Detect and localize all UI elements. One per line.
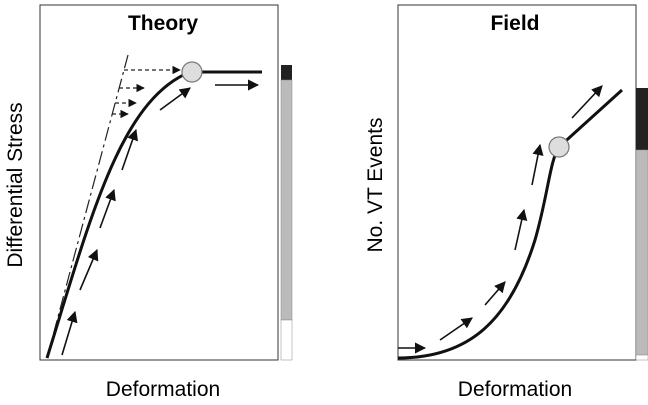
transition-point	[181, 61, 203, 83]
arrows	[61, 79, 260, 356]
arrows	[398, 85, 603, 354]
y-axis-label: No. VT Events	[364, 117, 387, 252]
field-panel: Field No. VT Events Deformation	[364, 4, 648, 401]
side-bar	[280, 65, 293, 361]
y-axis-label: Differential Stress	[4, 102, 27, 267]
dashed-arrows	[112, 65, 181, 119]
x-axis-label: Deformation	[458, 378, 572, 401]
x-axis-label: Deformation	[106, 378, 220, 401]
side-bar	[635, 88, 648, 361]
transition-point	[548, 136, 570, 158]
dashed-line	[46, 54, 129, 359]
panel-frame	[39, 4, 279, 361]
panel-frame	[397, 4, 637, 361]
curve	[397, 88, 624, 360]
panel-title: Theory	[128, 12, 198, 35]
curve	[45, 70, 262, 359]
panel-title: Field	[490, 12, 539, 35]
theory-panel: Theory Differential Stress Deformation	[4, 4, 293, 401]
